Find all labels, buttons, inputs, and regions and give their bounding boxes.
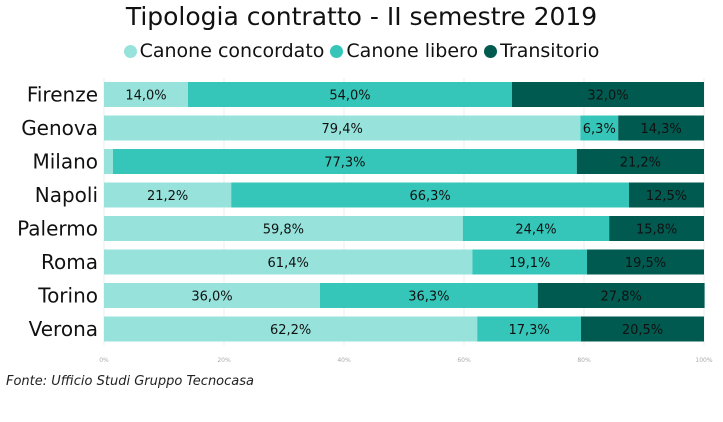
bar-segment	[113, 149, 577, 174]
bar-segment	[104, 316, 478, 342]
category-label: Palermo	[17, 217, 98, 241]
data-label: 15,8%	[636, 223, 677, 238]
bar-segment	[609, 216, 704, 241]
bar-segment	[104, 115, 581, 141]
bar-segment	[462, 216, 610, 241]
legend-label: Transitorio	[500, 40, 600, 62]
legend-label: Canone libero	[346, 40, 479, 62]
legend-item: Transitorio	[484, 40, 599, 62]
bar-segment	[576, 149, 704, 174]
legend-label: Canone concordato	[139, 40, 325, 62]
data-label: 79,4%	[322, 122, 363, 137]
legend-marker	[484, 44, 498, 58]
x-tick-label: 60%	[457, 357, 471, 364]
bar-segment	[104, 283, 320, 308]
category-label: Firenze	[27, 83, 98, 107]
source-note: Fonte: Ufficio Studi Gruppo Tecnocasa	[6, 374, 254, 389]
bar-segment	[477, 316, 581, 342]
bar-segment	[581, 316, 704, 342]
data-label: 54,0%	[329, 89, 370, 104]
data-label: 19,1%	[509, 256, 550, 271]
bar-segment	[472, 249, 587, 275]
bar-segment	[188, 82, 512, 107]
data-label: 27,8%	[601, 290, 642, 305]
bar-segment	[104, 82, 188, 107]
category-label: Torino	[37, 284, 98, 308]
data-label: 59,8%	[263, 223, 304, 238]
bar-segment	[104, 149, 113, 174]
bar-segment	[587, 249, 704, 275]
data-label: 62,2%	[270, 323, 311, 338]
chart: 0% 20% 40% 60% 80% 100% Firenze 14,0% 54,0% 32,0%…	[17, 78, 713, 364]
data-label: 14,3%	[640, 122, 681, 137]
legend: Canone concordato Canone libero Transitori…	[0, 40, 723, 63]
category-label: Verona	[29, 317, 98, 341]
chart-title: Tipologia contratto - II semestre 2019	[125, 2, 598, 31]
bar-segment	[104, 249, 473, 275]
data-label: 32,0%	[587, 89, 628, 104]
x-tick-label: 40%	[337, 357, 351, 364]
bar-segment	[104, 216, 463, 241]
data-label: 6,3%	[583, 122, 616, 137]
bar-segment	[537, 283, 705, 308]
bar-segment	[512, 82, 704, 107]
x-tick-label: 100%	[695, 357, 712, 364]
bar-segment	[104, 182, 232, 208]
data-label: 36,0%	[191, 290, 232, 305]
x-tick-label: 20%	[217, 357, 231, 364]
data-label: 24,4%	[515, 223, 556, 238]
data-label: 14,0%	[125, 89, 166, 104]
x-tick-label: 0%	[99, 357, 109, 364]
data-label: 12,5%	[646, 189, 687, 204]
bar-segment	[629, 182, 704, 208]
category-label: Genova	[21, 116, 98, 140]
category-label: Roma	[41, 250, 98, 274]
data-label: 21,2%	[147, 189, 188, 204]
bar-segment	[231, 182, 629, 208]
legend-marker	[330, 44, 344, 58]
bar-segment	[320, 283, 538, 308]
bar-segment	[580, 115, 619, 141]
data-label: 77,3%	[324, 156, 365, 171]
data-label: 19,5%	[625, 256, 666, 271]
legend-item: Canone concordato	[123, 40, 325, 62]
data-label: 36,3%	[408, 290, 449, 305]
legend-item: Canone libero	[330, 40, 478, 62]
data-label: 66,3%	[409, 189, 450, 204]
category-label: Napoli	[35, 183, 98, 207]
x-tick-label: 80%	[577, 357, 591, 364]
legend-marker	[123, 44, 137, 58]
data-label: 17,3%	[508, 323, 549, 338]
data-label: 21,2%	[620, 156, 661, 171]
data-label: 20,5%	[622, 323, 663, 338]
category-label: Milano	[32, 150, 98, 174]
data-label: 61,4%	[268, 256, 309, 271]
bar-segment	[618, 115, 704, 141]
